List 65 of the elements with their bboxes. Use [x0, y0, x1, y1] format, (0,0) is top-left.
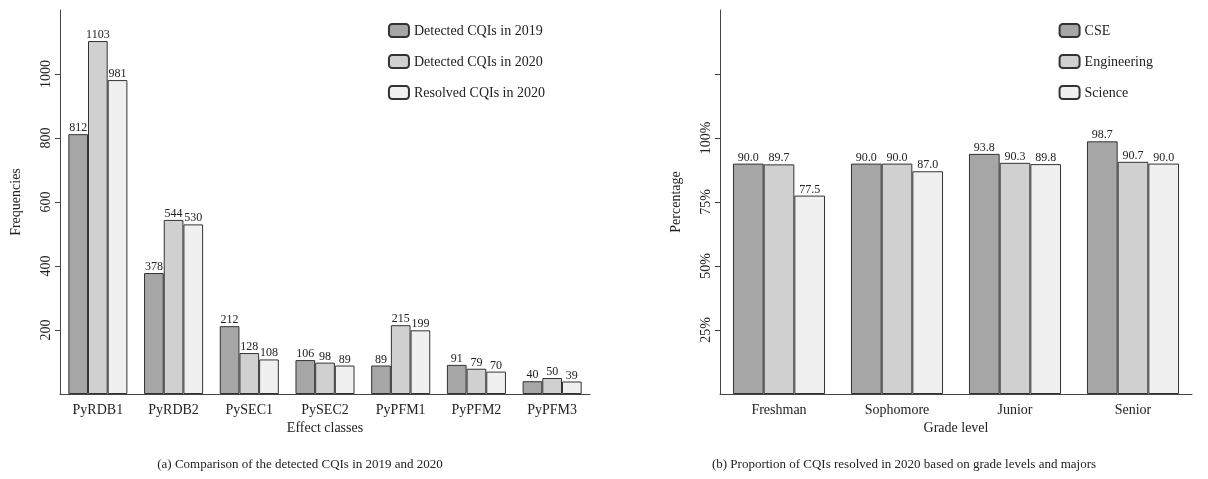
data-label: 39	[565, 367, 578, 382]
data-label: 98.7	[1091, 127, 1113, 142]
data-label: 70	[490, 357, 503, 372]
data-label: 87.0	[917, 157, 939, 172]
data-label: 90.0	[737, 149, 759, 164]
data-label: 212	[220, 312, 239, 327]
data-label: 128	[240, 339, 259, 354]
data-label: 89.7	[768, 150, 790, 165]
data-label: 90.7	[1122, 147, 1144, 162]
y-axis-title: Frequencies	[7, 168, 23, 236]
y-tick-label: 800	[37, 127, 53, 149]
text: (a) Comparison of the detected CQIs in 2019 and 2020	[157, 456, 443, 471]
x-axis-title: Effect classes	[286, 420, 364, 436]
data-label: 90.3	[1004, 148, 1026, 163]
data-label: 40	[526, 367, 539, 382]
x-axis-title: Grade level	[923, 420, 989, 436]
y-axis-title: Percentage	[667, 171, 683, 233]
data-label: 544	[164, 205, 183, 220]
legend-label: CSE	[1084, 23, 1111, 38]
y-tick-label: 400	[37, 255, 53, 277]
y-tick-label: 600	[37, 191, 53, 213]
x-tick-label: PySEC1	[225, 401, 274, 417]
data-label: 50	[546, 364, 559, 378]
data-label: 199	[411, 316, 430, 331]
legend-label: Detected CQIs in 2020	[413, 54, 543, 69]
data-label: 215	[391, 311, 410, 326]
legend-label: Engineering	[1084, 54, 1153, 69]
x-tick-label: PyRDB1	[72, 401, 124, 417]
data-label: 1103	[86, 27, 110, 42]
data-label: 89	[338, 351, 351, 366]
y-tick-label: 1000	[37, 60, 53, 88]
data-label: 108	[259, 345, 278, 360]
text: (b) Proportion of CQIs resolved in 2020 based on grade levels and majors	[711, 456, 1097, 471]
legend-label: Detected CQIs in 2019	[413, 23, 543, 38]
data-label: 812	[69, 120, 88, 135]
x-tick-label: PyPFM3	[527, 401, 578, 417]
x-tick-label: PyPFM1	[375, 401, 426, 417]
data-label: 98	[319, 348, 331, 363]
data-label: 89	[375, 351, 388, 366]
data-label: 79	[470, 354, 483, 369]
data-label: 981	[108, 66, 127, 81]
data-label: 106	[296, 346, 315, 361]
x-tick-label: Sophomore	[864, 401, 930, 417]
data-label: 89.8	[1035, 150, 1057, 165]
y-tick-label: 75%	[697, 188, 713, 215]
x-tick-label: Senior	[1114, 401, 1152, 417]
data-label: 93.8	[973, 139, 995, 154]
data-label: 90.0	[886, 149, 908, 164]
y-tick-label: 50%	[697, 252, 713, 279]
y-tick-label: 25%	[697, 316, 713, 343]
data-label: 378	[144, 259, 163, 274]
x-tick-label: PyRDB2	[148, 401, 199, 417]
data-label: 530	[184, 210, 203, 225]
x-tick-label: Freshman	[751, 401, 807, 417]
x-tick-label: PySEC2	[301, 401, 349, 417]
x-tick-label: PyPFM2	[451, 401, 502, 417]
data-label: 90.0	[855, 149, 877, 164]
data-label: 91	[450, 350, 463, 365]
y-tick-label: 200	[37, 319, 53, 341]
data-label: 77.5	[799, 181, 821, 196]
legend-label: Science	[1084, 85, 1129, 100]
legend-label: Resolved CQIs in 2020	[413, 85, 546, 100]
data-label: 90.0	[1153, 149, 1175, 164]
y-tick-label: 100%	[697, 121, 713, 155]
x-tick-label: Junior	[997, 401, 1033, 417]
